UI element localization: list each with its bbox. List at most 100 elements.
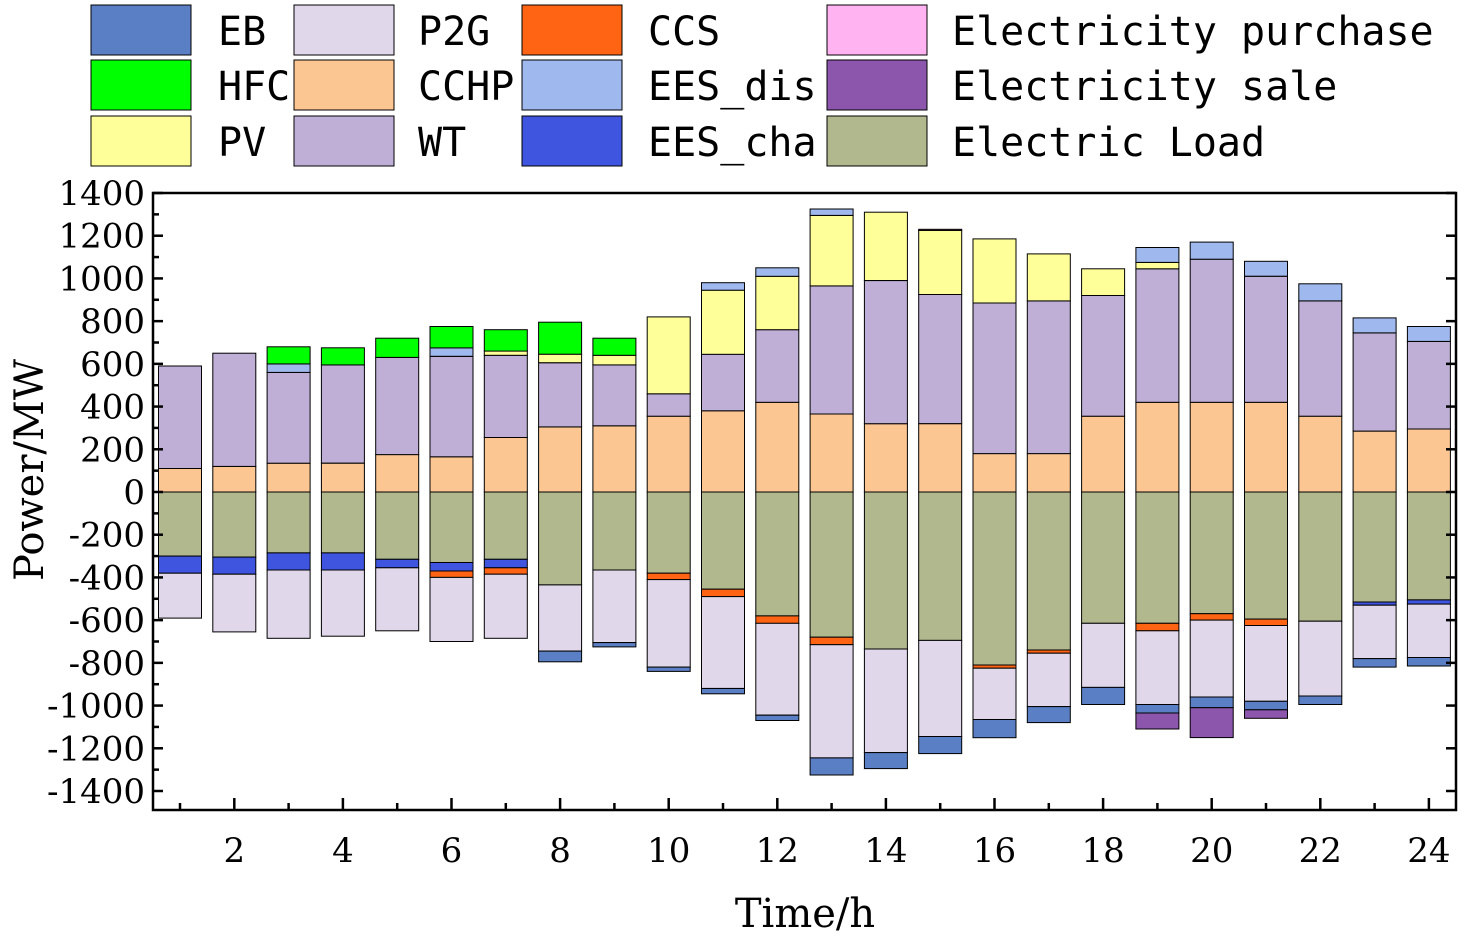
- bar-eb-h15: [918, 736, 963, 755]
- bar-p2g-h18: [1081, 622, 1126, 688]
- bar-p2g-h17: [1026, 652, 1071, 708]
- x-tick-label: 2: [223, 831, 245, 871]
- legend-label: Electricity purchase: [952, 9, 1434, 55]
- y-tick-label: -400: [69, 558, 145, 598]
- bar-p2g-h14: [863, 648, 908, 754]
- legend-label: P2G: [418, 9, 490, 55]
- bar-electric-load-h18: [1081, 491, 1126, 624]
- bar-eb-h9: [592, 642, 637, 648]
- bar-electric-load-h9: [592, 491, 637, 571]
- bar-ees-cha-h4: [320, 552, 365, 571]
- bar-cchp-h6: [429, 456, 474, 493]
- bar-wt-h3: [266, 371, 311, 464]
- y-tick-label: 1200: [58, 217, 145, 257]
- legend-item-pv: PV: [90, 115, 266, 167]
- bar-electric-load-h5: [375, 491, 420, 560]
- legend-item-wt: WT: [293, 115, 466, 167]
- bar-electricity-sale-h19: [1135, 712, 1180, 730]
- legend-label: EES_dis: [648, 64, 817, 110]
- bar-electric-load-h4: [320, 491, 365, 554]
- bar-hfc-h8: [538, 321, 583, 355]
- y-tick-label: -1200: [47, 729, 145, 769]
- x-tick-label: 4: [332, 831, 354, 871]
- x-tick-label: 8: [549, 831, 571, 871]
- bar-wt-h2: [212, 352, 257, 467]
- bar-hfc-h5: [375, 337, 420, 358]
- bar-pv-h11: [701, 289, 745, 355]
- bar-cchp-h19: [1135, 401, 1180, 493]
- bar-ees-dis-h12: [755, 267, 800, 277]
- bar-wt-h19: [1135, 268, 1180, 403]
- bar-p2g-h20: [1189, 619, 1234, 698]
- bar-p2g-h5: [375, 567, 420, 632]
- bar-p2g-h24: [1406, 603, 1451, 658]
- legend-swatch-electricity-purchase: [826, 4, 928, 56]
- bar-eb-h17: [1026, 706, 1071, 724]
- legend: EB P2G CCS Electricity purchase HFC CCHP EES_d…: [90, 4, 1434, 167]
- bar-wt-h6: [429, 355, 474, 458]
- bar-electric-load-h20: [1189, 491, 1234, 615]
- legend-label: Electric Load: [952, 120, 1265, 166]
- bar-electric-load-h15: [918, 491, 963, 641]
- bar-eb-h16: [972, 719, 1017, 739]
- bar-p2g-h3: [266, 569, 311, 639]
- bar-ccs-h11: [701, 588, 745, 598]
- bar-ees-cha-h6: [429, 562, 474, 572]
- bar-wt-h13: [809, 285, 854, 415]
- bar-cchp-h21: [1244, 401, 1288, 493]
- bar-ees-cha-h5: [375, 558, 420, 569]
- y-tick-label: 200: [80, 430, 145, 470]
- bar-ees-dis-h11: [701, 282, 745, 291]
- legend-swatch-ees-dis: [521, 59, 623, 111]
- bar-p2g-h11: [701, 596, 745, 689]
- y-tick-label: 1000: [58, 259, 145, 299]
- legend-item-p2g: P2G: [293, 4, 490, 56]
- bar-ees-dis-h19: [1135, 247, 1180, 263]
- bar-electric-load-h8: [538, 491, 583, 586]
- bar-hfc-h6: [429, 326, 474, 349]
- bar-p2g-h4: [320, 569, 365, 637]
- y-tick-label: -1400: [47, 772, 145, 812]
- legend-label: EES_cha: [648, 120, 817, 166]
- bar-cchp-h1: [158, 468, 202, 493]
- bar-hfc-h7: [483, 329, 528, 352]
- legend-swatch-ccs: [521, 4, 623, 56]
- bar-cchp-h8: [538, 426, 583, 493]
- bar-cchp-h14: [863, 423, 908, 493]
- bar-wt-h21: [1244, 275, 1288, 403]
- legend-label: WT: [418, 120, 466, 166]
- x-axis-label: Time/h: [735, 891, 875, 937]
- bar-cchp-h9: [592, 425, 637, 493]
- bar-ccs-h13: [809, 636, 854, 646]
- bar-wt-h4: [320, 364, 365, 464]
- bar-ees-dis-h21: [1244, 260, 1288, 277]
- bar-pv-h7: [483, 350, 528, 356]
- legend-label: PV: [218, 120, 266, 166]
- bar-pv-h18: [1081, 268, 1126, 296]
- bar-electric-load-h13: [809, 491, 854, 638]
- bars-group: [158, 208, 1451, 776]
- bar-p2g-h22: [1298, 620, 1343, 697]
- bar-wt-h10: [646, 393, 691, 417]
- x-tick-label: 16: [973, 831, 1016, 871]
- bar-wt-h20: [1189, 258, 1234, 403]
- bar-pv-h14: [863, 211, 908, 281]
- bar-cchp-h11: [701, 410, 745, 493]
- bar-wt-h8: [538, 362, 583, 428]
- legend-swatch-pv: [90, 115, 192, 167]
- bar-p2g-h7: [483, 573, 528, 639]
- legend-label: HFC: [218, 64, 290, 110]
- x-tick-label: 24: [1407, 831, 1450, 871]
- bar-ccs-h7: [483, 567, 528, 575]
- y-tick-label: 400: [80, 388, 145, 428]
- bar-eb-h8: [538, 650, 583, 663]
- legend-swatch-hfc: [90, 59, 192, 111]
- bar-ees-cha-h2: [212, 556, 257, 575]
- y-tick-label: -200: [69, 516, 145, 556]
- legend-swatch-ees-cha: [521, 115, 623, 167]
- x-axis: 2 4 6 8 10 12 14 16 18 20 22 24: [178, 798, 1451, 871]
- bar-eb-h24: [1406, 657, 1451, 667]
- bar-wt-h5: [375, 356, 420, 456]
- x-tick-label: 22: [1299, 831, 1342, 871]
- bar-pv-h17: [1026, 253, 1071, 302]
